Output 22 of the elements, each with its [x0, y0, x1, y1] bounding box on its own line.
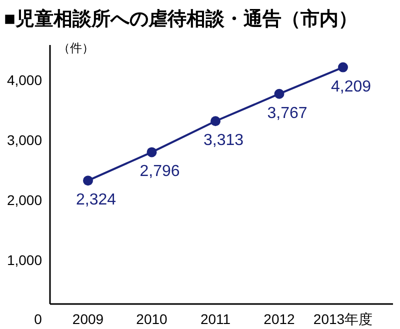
data-label: 2,324	[76, 192, 116, 209]
data-label: 2,796	[140, 163, 180, 180]
data-label: 4,209	[330, 78, 372, 96]
y-tick-label: 2,000	[6, 192, 42, 208]
point	[146, 147, 157, 158]
data-label: 3,313	[203, 132, 244, 150]
y-axis-title: （件）	[58, 41, 94, 55]
point	[210, 116, 220, 126]
y-tick-label: 4,000	[6, 72, 42, 88]
y-tick-label: 1,000	[6, 252, 42, 268]
y-tick-label: 3,000	[6, 132, 42, 148]
x-tick-label: 2012	[264, 311, 296, 327]
chart-title: ■児童相談所への虐待相談・通告（市内）	[4, 8, 358, 30]
text: 0	[34, 311, 42, 327]
x-tick-label: 2009	[72, 311, 104, 327]
x-tick-label: 2013年度	[313, 311, 373, 327]
x-tick-label: 2011	[200, 311, 231, 327]
point	[274, 88, 284, 99]
point	[83, 176, 93, 186]
data-label: 3,767	[267, 104, 308, 122]
point	[338, 62, 348, 72]
x-tick-label: 2010	[136, 311, 168, 327]
